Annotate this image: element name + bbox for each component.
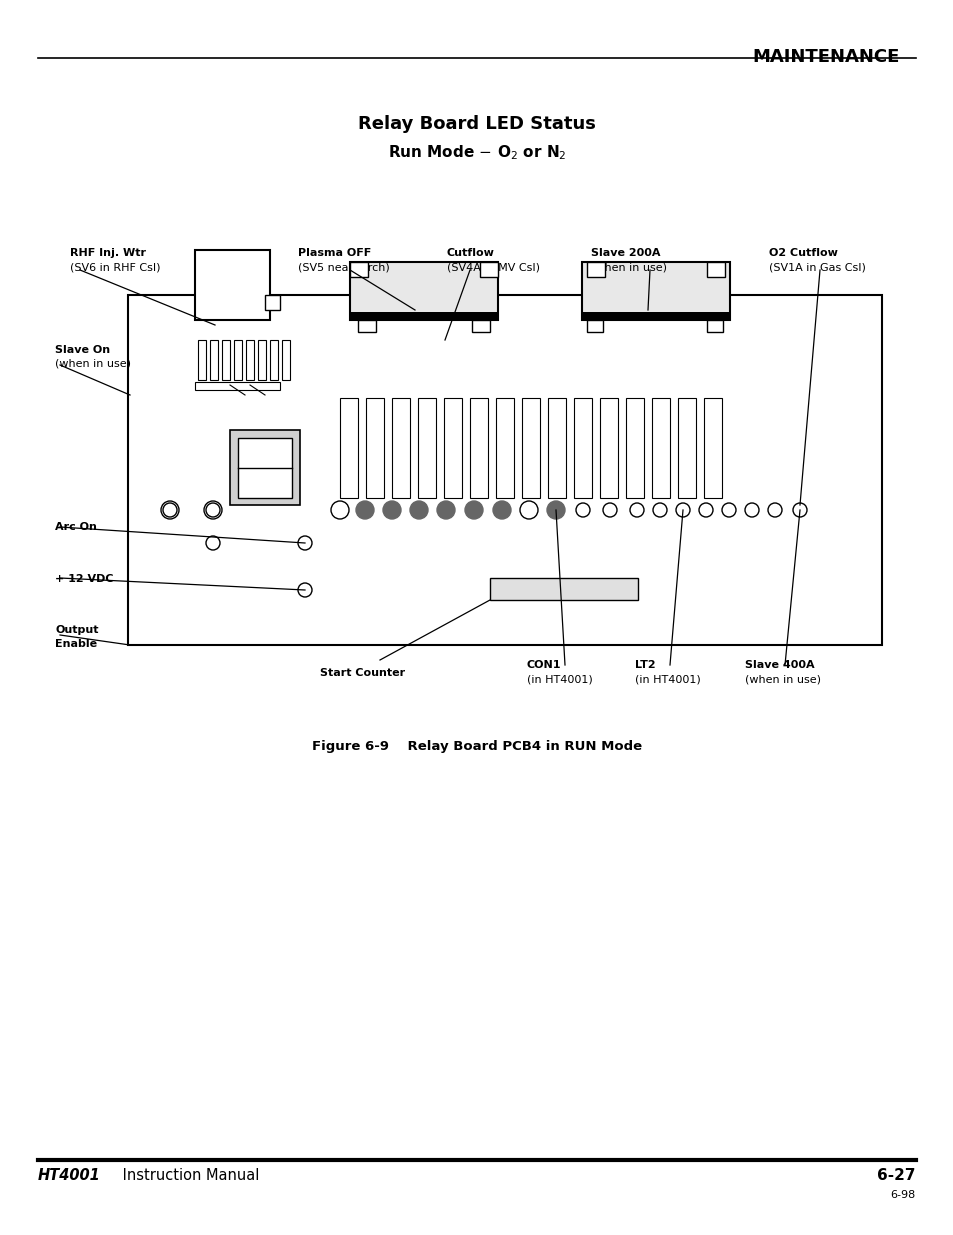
Bar bbox=[237, 438, 292, 498]
Text: Slave 400A: Slave 400A bbox=[744, 659, 814, 671]
Circle shape bbox=[652, 503, 666, 517]
Bar bbox=[599, 398, 618, 498]
Bar bbox=[586, 262, 604, 277]
Circle shape bbox=[464, 501, 482, 519]
Bar bbox=[282, 340, 290, 380]
Circle shape bbox=[206, 536, 220, 550]
Bar bbox=[194, 382, 280, 390]
Circle shape bbox=[519, 501, 537, 519]
Text: Output: Output bbox=[55, 625, 98, 635]
Bar bbox=[490, 578, 638, 600]
Circle shape bbox=[206, 503, 220, 517]
Bar bbox=[706, 262, 724, 277]
Text: Slave On: Slave On bbox=[55, 345, 110, 354]
Text: Run Mode $-$ O$_2$ or N$_2$: Run Mode $-$ O$_2$ or N$_2$ bbox=[387, 143, 566, 162]
Bar bbox=[350, 262, 368, 277]
Text: (when in use): (when in use) bbox=[590, 262, 666, 272]
Circle shape bbox=[744, 503, 759, 517]
Circle shape bbox=[576, 503, 589, 517]
Bar bbox=[470, 398, 488, 498]
Circle shape bbox=[699, 503, 712, 517]
Bar bbox=[581, 312, 729, 320]
Text: (when in use): (when in use) bbox=[744, 676, 821, 685]
Bar bbox=[222, 340, 230, 380]
Bar bbox=[257, 340, 266, 380]
Bar bbox=[443, 398, 461, 498]
Bar bbox=[392, 398, 410, 498]
Circle shape bbox=[204, 501, 222, 519]
Text: Slave 200A: Slave 200A bbox=[590, 248, 659, 258]
Text: Enable: Enable bbox=[55, 638, 97, 650]
Bar bbox=[339, 398, 357, 498]
Bar bbox=[366, 398, 384, 498]
Circle shape bbox=[792, 503, 806, 517]
Bar bbox=[270, 340, 277, 380]
Text: RHF Inj. Wtr: RHF Inj. Wtr bbox=[70, 248, 146, 258]
Circle shape bbox=[546, 501, 564, 519]
Bar bbox=[417, 398, 436, 498]
Circle shape bbox=[331, 501, 349, 519]
Bar bbox=[479, 262, 497, 277]
Circle shape bbox=[410, 501, 428, 519]
Text: (SV4A in MV CsI): (SV4A in MV CsI) bbox=[447, 262, 539, 272]
Bar bbox=[651, 398, 669, 498]
Text: Figure 6-9    Relay Board PCB4 in RUN Mode: Figure 6-9 Relay Board PCB4 in RUN Mode bbox=[312, 740, 641, 753]
Text: (SV1A in Gas CsI): (SV1A in Gas CsI) bbox=[768, 262, 865, 272]
Circle shape bbox=[493, 501, 511, 519]
Text: LT2: LT2 bbox=[635, 659, 655, 671]
Bar bbox=[521, 398, 539, 498]
Text: MAINTENANCE: MAINTENANCE bbox=[752, 48, 899, 65]
Bar bbox=[265, 295, 280, 310]
Text: HT4001: HT4001 bbox=[38, 1168, 101, 1183]
Bar bbox=[194, 249, 270, 320]
Bar bbox=[496, 398, 514, 498]
Circle shape bbox=[436, 501, 455, 519]
Bar bbox=[198, 340, 206, 380]
Circle shape bbox=[676, 503, 689, 517]
Circle shape bbox=[297, 583, 312, 597]
Text: Arc On: Arc On bbox=[55, 522, 97, 532]
Text: Plasma OFF: Plasma OFF bbox=[297, 248, 371, 258]
Text: Instruction Manual: Instruction Manual bbox=[118, 1168, 259, 1183]
Bar bbox=[703, 398, 721, 498]
Text: CON1: CON1 bbox=[526, 659, 561, 671]
Text: Start Counter: Start Counter bbox=[319, 668, 405, 678]
Text: (in HT4001): (in HT4001) bbox=[635, 676, 700, 685]
Bar bbox=[350, 262, 497, 320]
Circle shape bbox=[629, 503, 643, 517]
Circle shape bbox=[382, 501, 400, 519]
Text: (SV5 near torch): (SV5 near torch) bbox=[297, 262, 390, 272]
Text: 6-27: 6-27 bbox=[877, 1168, 915, 1183]
Circle shape bbox=[355, 501, 374, 519]
Circle shape bbox=[163, 503, 177, 517]
Bar bbox=[246, 340, 253, 380]
Bar bbox=[678, 398, 696, 498]
Bar bbox=[586, 320, 602, 332]
Bar bbox=[230, 430, 299, 505]
Circle shape bbox=[721, 503, 735, 517]
Bar bbox=[581, 262, 729, 320]
Bar bbox=[547, 398, 565, 498]
Bar bbox=[233, 340, 242, 380]
Text: (when in use): (when in use) bbox=[55, 359, 131, 369]
Text: (in HT4001): (in HT4001) bbox=[526, 676, 592, 685]
Bar bbox=[625, 398, 643, 498]
Bar bbox=[128, 295, 882, 645]
Bar bbox=[574, 398, 592, 498]
Bar bbox=[350, 312, 497, 320]
Bar bbox=[706, 320, 722, 332]
Bar bbox=[210, 340, 218, 380]
Circle shape bbox=[297, 536, 312, 550]
Text: O2 Cutflow: O2 Cutflow bbox=[768, 248, 837, 258]
Text: Relay Board LED Status: Relay Board LED Status bbox=[357, 115, 596, 133]
Bar bbox=[357, 320, 375, 332]
Text: (SV6 in RHF CsI): (SV6 in RHF CsI) bbox=[70, 262, 160, 272]
Text: Cutflow: Cutflow bbox=[447, 248, 495, 258]
Circle shape bbox=[602, 503, 617, 517]
Circle shape bbox=[161, 501, 179, 519]
Bar bbox=[472, 320, 490, 332]
Text: 6-98: 6-98 bbox=[890, 1191, 915, 1200]
Text: + 12 VDC: + 12 VDC bbox=[55, 574, 113, 584]
Circle shape bbox=[767, 503, 781, 517]
